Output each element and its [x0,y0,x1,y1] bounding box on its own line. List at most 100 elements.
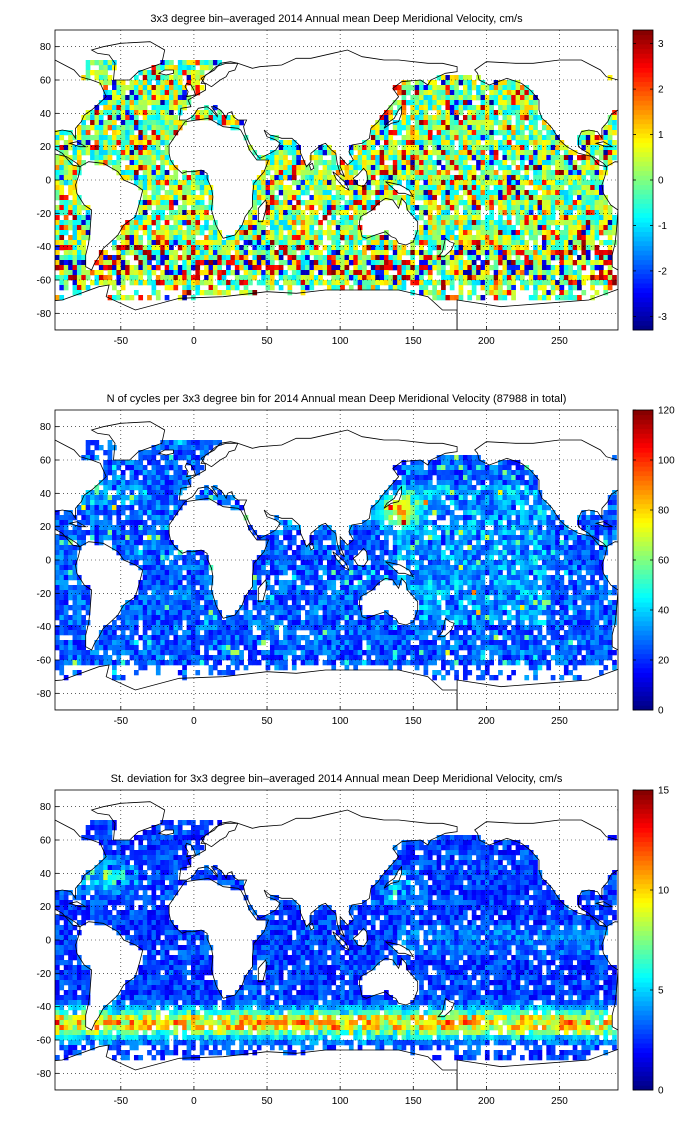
bin-cell [103,150,108,155]
bin-cell [173,275,178,280]
bin-cell [454,490,459,495]
bin-cell [437,155,442,160]
bin-cell [437,235,442,240]
bin-cell [419,515,424,520]
bin-cell [428,210,433,215]
bin-cell [138,250,143,255]
bin-cell [340,250,345,255]
bin-cell [64,150,69,155]
bin-cell [182,470,187,475]
bin-cell [485,265,490,270]
bin-cell [134,495,139,500]
bin-cell [191,445,196,450]
bin-cell [366,260,371,265]
bin-cell [603,530,608,535]
bin-cell [529,160,534,165]
bin-cell [406,125,411,130]
bin-cell [494,290,499,295]
bin-cell [520,490,525,495]
bin-cell [73,215,78,220]
bin-cell [90,135,95,140]
bin-cell [590,195,595,200]
bin-cell [134,170,139,175]
bin-cell [143,510,148,515]
bin-cell [121,125,126,130]
bin-cell [309,175,314,180]
bin-cell [99,520,104,525]
bin-cell [428,175,433,180]
bin-cell [156,230,161,235]
bin-cell [191,440,196,445]
bin-cell [156,445,161,450]
bin-cell [551,290,556,295]
bin-cell [520,100,525,105]
colorbar-segment [633,72,653,77]
bin-cell [200,260,205,265]
bin-cell [99,60,104,65]
bin-cell [336,190,341,195]
bin-cell [560,280,565,285]
bin-cell [603,280,608,285]
bin-cell [309,195,314,200]
bin-cell [314,265,319,270]
bin-cell [134,480,139,485]
bin-cell [463,170,468,175]
bin-cell [283,155,288,160]
bin-cell [99,530,104,535]
bin-cell [99,495,104,500]
bin-cell [187,180,192,185]
bin-cell [511,280,516,285]
bin-cell [489,495,494,500]
bin-cell [173,460,178,465]
bin-cell [502,80,507,85]
bin-cell [454,105,459,110]
bin-cell [375,275,380,280]
bin-cell [371,240,376,245]
bin-cell [555,185,560,190]
bin-cell [305,245,310,250]
bin-cell [424,150,429,155]
bin-cell [165,530,170,535]
bin-cell [366,160,371,165]
bin-cell [524,180,529,185]
bin-cell [529,105,534,110]
bin-cell [551,140,556,145]
bin-cell [441,485,446,490]
bin-cell [125,105,130,110]
bin-cell [68,180,73,185]
bin-cell [437,270,442,275]
bin-cell [301,280,306,285]
bin-cell [511,250,516,255]
bin-cell [463,495,468,500]
bin-cell [424,115,429,120]
bin-cell [419,485,424,490]
bin-cell [516,475,521,480]
bin-cell [195,215,200,220]
bin-cell [160,165,165,170]
bin-cell [459,180,464,185]
bin-cell [586,220,591,225]
bin-cell [371,140,376,145]
bin-cell [555,180,560,185]
bin-cell [121,495,126,500]
bin-cell [511,490,516,495]
bin-cell [529,130,534,135]
bin-cell [160,515,165,520]
bin-cell [481,280,486,285]
bin-cell [331,195,336,200]
bin-cell [309,285,314,290]
bin-cell [463,535,468,540]
bin-cell [270,160,275,165]
bin-cell [244,225,249,230]
bin-cell [108,100,113,105]
bin-cell [103,250,108,255]
bin-cell [445,180,450,185]
bin-cell [138,505,143,510]
bin-cell [375,130,380,135]
bin-cell [533,285,538,290]
bin-cell [116,130,121,135]
bin-cell [437,105,442,110]
bin-cell [581,170,586,175]
bin-cell [476,255,481,260]
bin-cell [209,255,214,260]
